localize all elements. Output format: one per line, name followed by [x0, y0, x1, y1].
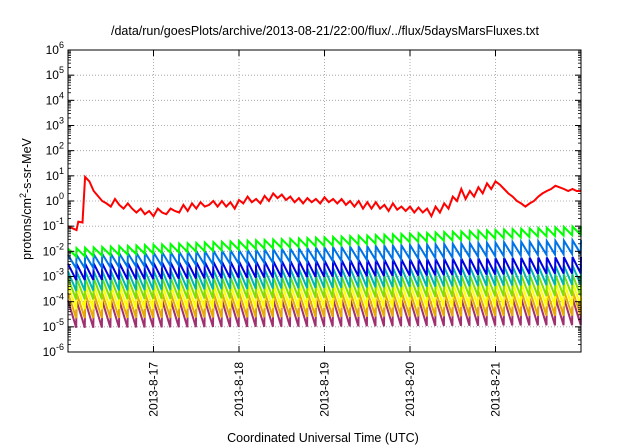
- x-tick-label: 2013-8-21: [489, 362, 503, 417]
- chart-title: /data/run/goesPlots/archive/2013-08-21/2…: [111, 24, 540, 38]
- y-axis-title-part-a: protons/cm: [20, 198, 34, 260]
- x-tick-label: 2013-8-18: [232, 362, 246, 417]
- y-tick-label: 106: [46, 40, 64, 57]
- series-layer: [67, 174, 582, 328]
- y-tick-label: 10-2: [43, 241, 64, 258]
- y-tick-label: 101: [46, 166, 64, 183]
- y-tick-label: 102: [46, 141, 64, 158]
- y-tick-label: 104: [46, 90, 64, 107]
- y-axis-title-superscript: 2: [18, 193, 28, 198]
- y-tick-label: 10-5: [43, 317, 64, 334]
- y-tick-label: 10-3: [43, 267, 64, 284]
- y-axis-title: protons/cm2-s-sr-MeV: [18, 137, 34, 259]
- y-tick-label: 10-1: [43, 216, 64, 233]
- y-tick-label: 100: [46, 191, 64, 208]
- x-tick-label: 2013-8-20: [403, 362, 417, 417]
- x-tick-label: 2013-8-17: [147, 362, 161, 417]
- x-axis-title: Coordinated Universal Time (UTC): [227, 431, 419, 445]
- y-tick-label: 103: [46, 116, 64, 133]
- flux-series-line: [67, 224, 582, 260]
- y-axis-title-part-b: -s-sr-MeV: [20, 137, 34, 193]
- y-tick-label: 10-4: [43, 292, 64, 309]
- axes: 10-6 10-5 10-4 10-3 10-2 10-1 100 101 102 103 104 1…: [43, 40, 581, 417]
- y-tick-label: 10-6: [43, 342, 64, 359]
- red-flux-series-line: [67, 174, 581, 232]
- x-tick-label: 2013-8-19: [318, 362, 332, 417]
- y-tick-label: 105: [46, 65, 64, 82]
